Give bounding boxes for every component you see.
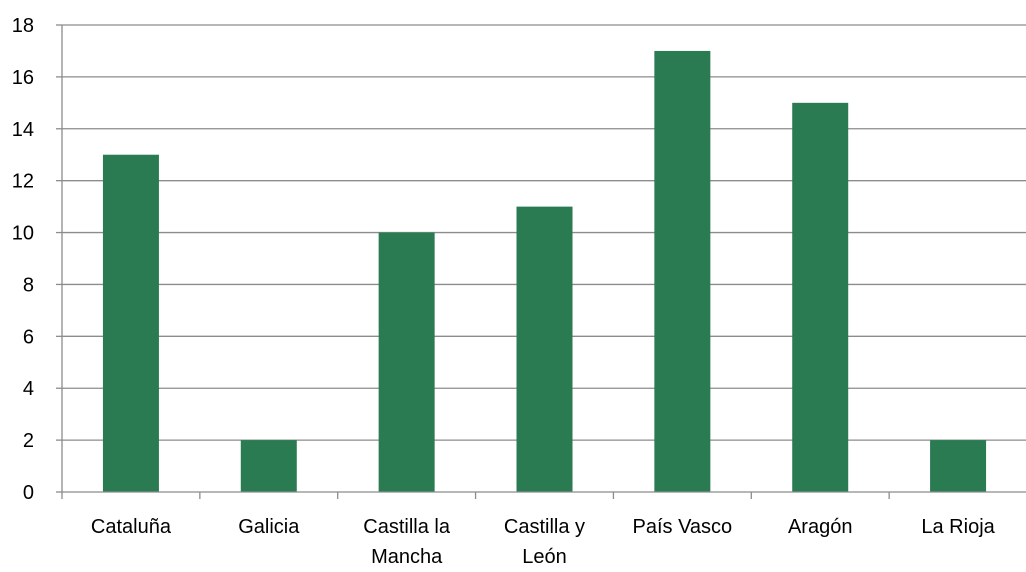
x-tick-label: Cataluña — [91, 516, 172, 538]
bar — [930, 440, 987, 492]
x-tick-label: Castilla la Mancha — [363, 516, 451, 567]
x-tick-label: Aragón — [788, 516, 853, 538]
x-tick-label: Galicia — [238, 516, 300, 538]
bar — [516, 206, 573, 492]
x-tick-labels: Cataluña Galicia Castilla la Mancha Castilla… — [91, 516, 996, 568]
y-tick-label: 2 — [23, 430, 34, 452]
y-tick-label: 14 — [12, 119, 34, 141]
y-tick-label: 16 — [12, 67, 34, 89]
y-tick-labels: 0 2 4 6 8 10 12 14 16 18 — [12, 15, 34, 504]
y-tick-label: 18 — [12, 15, 34, 37]
bar — [654, 50, 711, 492]
y-tick-label: 12 — [12, 171, 34, 193]
bar — [240, 440, 297, 492]
y-tick-label: 10 — [12, 223, 34, 245]
y-tick-label: 0 — [23, 482, 34, 504]
bar — [378, 232, 435, 493]
y-tick-label: 8 — [23, 274, 34, 296]
axes — [56, 24, 1026, 499]
bar — [792, 102, 849, 492]
y-tick-label: 4 — [23, 378, 34, 400]
x-tick-label: La Rioja — [921, 516, 995, 538]
x-tick-label: País Vasco — [633, 516, 733, 538]
bar — [102, 154, 159, 492]
bars — [102, 50, 987, 493]
y-tick-label: 6 — [23, 326, 34, 348]
x-tick-label: Castilla y León — [504, 516, 585, 567]
